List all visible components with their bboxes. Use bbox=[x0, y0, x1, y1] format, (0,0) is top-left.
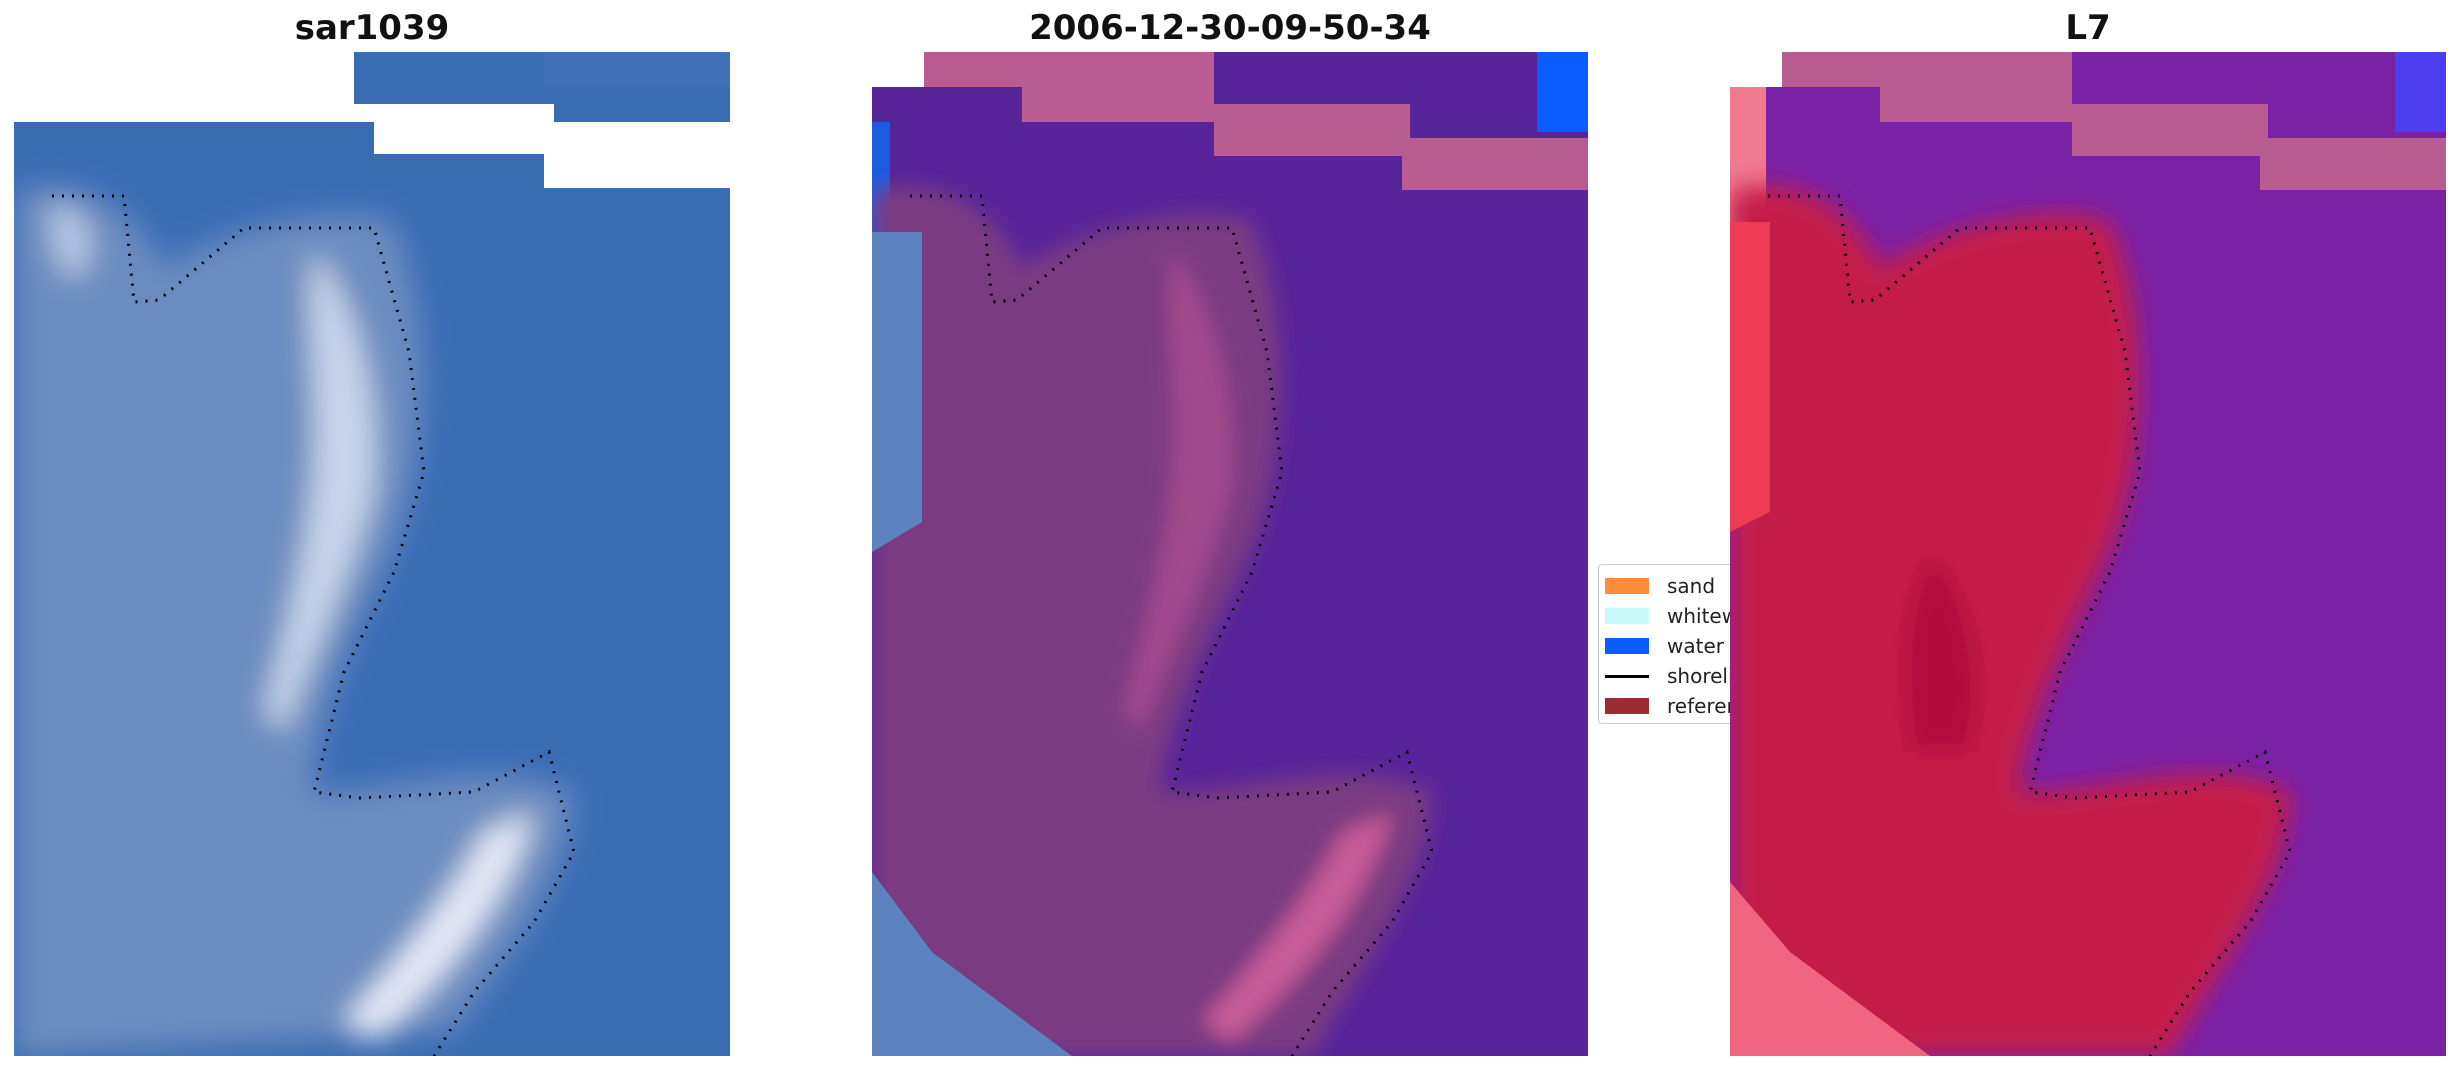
water-swatch bbox=[1605, 638, 1649, 654]
legend-item-water: water bbox=[1605, 631, 1737, 661]
panel-title-middle: 2006-12-30-09-50-34 bbox=[1029, 8, 1431, 48]
whitewater-swatch bbox=[1605, 608, 1649, 624]
legend-label-reference: reference bbox=[1667, 694, 1737, 718]
legend-item-whitewater: whitewater bbox=[1605, 601, 1737, 631]
sand-swatch bbox=[1605, 578, 1649, 594]
classified-image-panel bbox=[872, 52, 1588, 1056]
legend-label-sand: sand bbox=[1667, 574, 1716, 598]
legend-item-shoreline: shoreline bbox=[1605, 661, 1737, 691]
panel-title-left: sar1039 bbox=[294, 8, 450, 48]
legend: sand whitewater water shoreline referenc… bbox=[1598, 564, 1738, 724]
index-image-panel bbox=[1730, 52, 2446, 1056]
reference-swatch bbox=[1605, 698, 1649, 714]
index-image bbox=[1730, 52, 2446, 1056]
legend-label-shoreline: shoreline bbox=[1667, 664, 1737, 688]
shoreline-line-icon bbox=[1605, 674, 1649, 678]
legend-item-sand: sand bbox=[1605, 571, 1737, 601]
legend-label-whitewater: whitewater bbox=[1667, 604, 1738, 628]
rgb-image bbox=[14, 52, 730, 1056]
rgb-image-panel bbox=[14, 52, 730, 1056]
panel-title-right: L7 bbox=[2065, 8, 2111, 48]
classified-image bbox=[872, 52, 1588, 1056]
legend-label-water: water bbox=[1667, 634, 1724, 658]
legend-item-reference: reference bbox=[1605, 691, 1737, 721]
